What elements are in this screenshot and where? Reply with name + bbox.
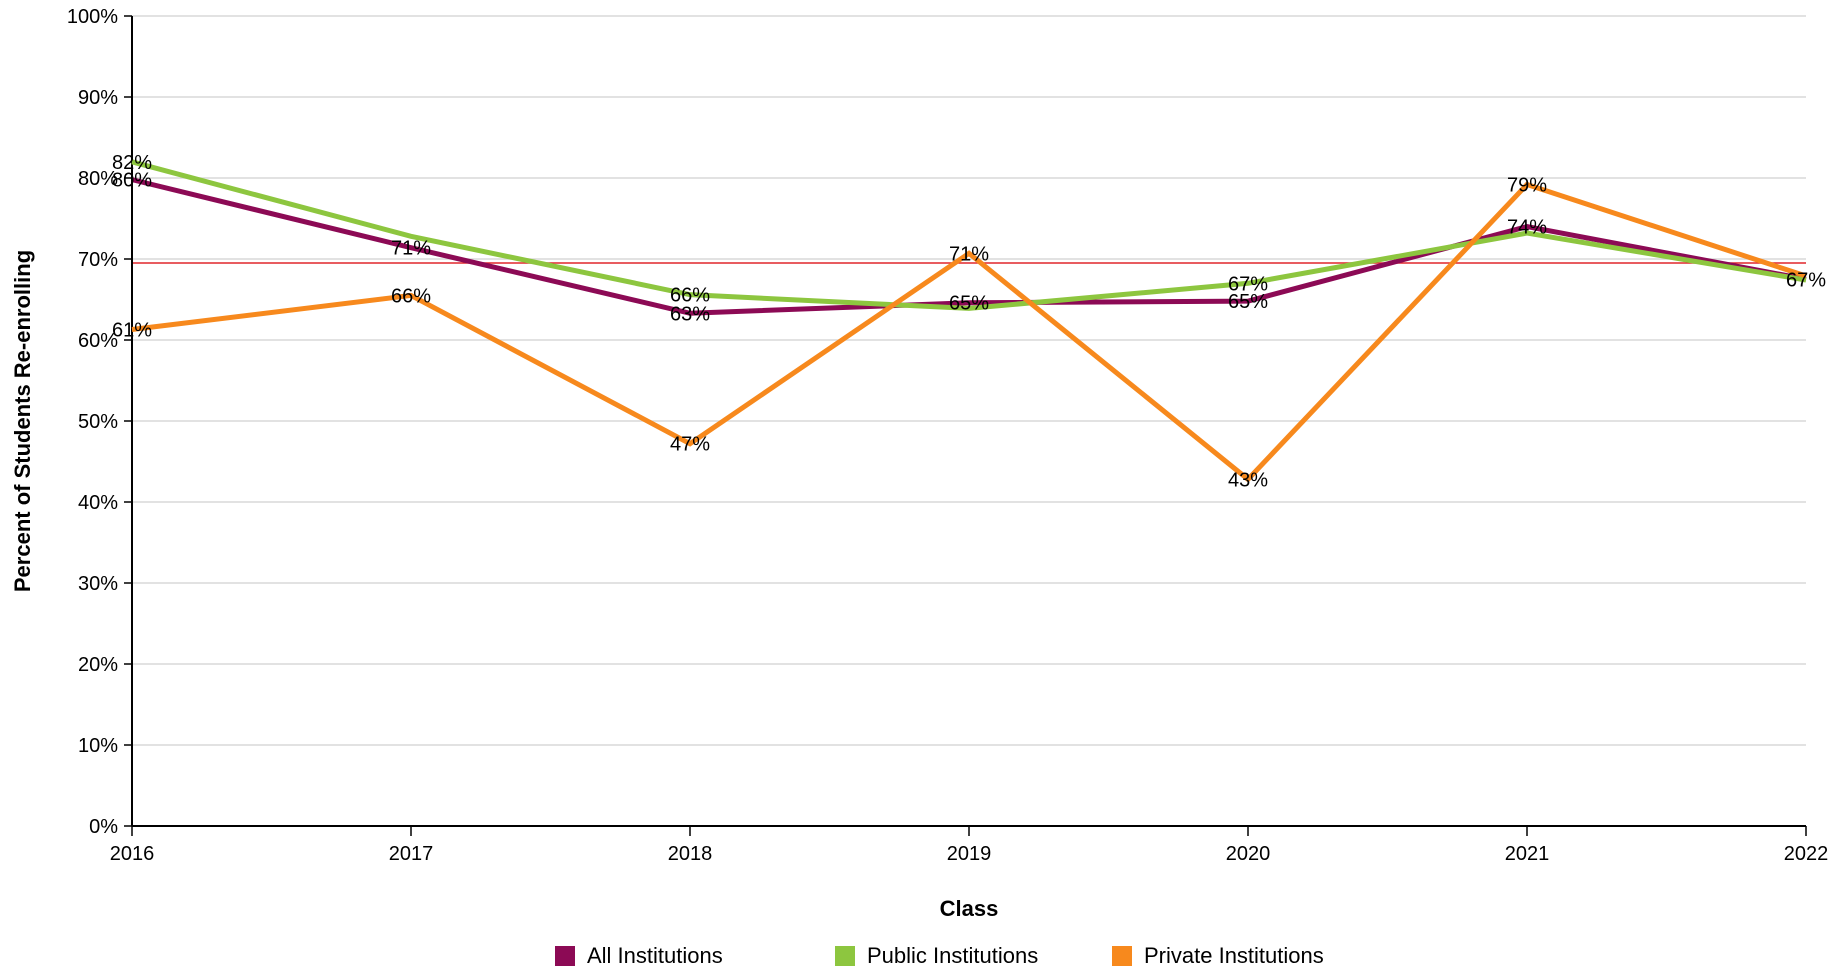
data-label: 67%: [1786, 269, 1826, 291]
data-label: 82%: [112, 152, 152, 174]
data-label: 65%: [949, 293, 989, 315]
data-label: 47%: [670, 434, 710, 456]
x-tick-label: 2020: [1226, 843, 1271, 865]
x-tick-label: 2019: [947, 843, 992, 865]
series-line-1: [131, 159, 1807, 311]
legend-label: All Institutions: [587, 943, 723, 968]
series-line-0: [131, 177, 1807, 316]
x-tick-label: 2021: [1505, 843, 1550, 865]
series-line-2: [131, 181, 1807, 483]
y-tick-label: 40%: [78, 492, 118, 514]
y-tick-label: 0%: [89, 816, 118, 838]
y-tick-label: 20%: [78, 654, 118, 676]
y-tick-label: 30%: [78, 573, 118, 595]
data-label: 80%: [112, 170, 152, 192]
legend-swatch: [835, 946, 855, 966]
axes: 0% 10% 20% 30% 40% 50% 60% 70% 80% 90% 100% 2016 201…: [67, 6, 1828, 865]
legend-label: Public Institutions: [867, 943, 1038, 968]
data-label: 43%: [1228, 469, 1268, 491]
data-label: 79%: [1507, 174, 1547, 196]
data-label: 67%: [1228, 273, 1268, 295]
data-label: 71%: [391, 238, 431, 260]
legend-swatch: [1112, 946, 1132, 966]
data-label: 65%: [1228, 291, 1268, 313]
data-label: 63%: [670, 303, 710, 325]
gridlines: [132, 15, 1806, 746]
data-label: 74%: [1507, 217, 1547, 239]
x-tick-label: 2016: [110, 843, 155, 865]
y-tick-label: 100%: [67, 6, 118, 28]
data-label: 71%: [949, 243, 989, 265]
x-tick-label: 2017: [389, 843, 434, 865]
series-lines: [131, 159, 1807, 483]
y-axis-title: Percent of Students Re-enrolling: [10, 250, 35, 592]
data-label: 66%: [670, 285, 710, 307]
y-tick-label: 10%: [78, 735, 118, 757]
y-tick-label: 60%: [78, 330, 118, 352]
y-tick-label: 50%: [78, 411, 118, 433]
legend-label: Private Institutions: [1144, 943, 1324, 968]
x-tick-label: 2022: [1784, 843, 1829, 865]
y-tick-label: 90%: [78, 87, 118, 109]
x-tick-label: 2018: [668, 843, 713, 865]
data-label: 66%: [391, 285, 431, 307]
legend: All Institutions Public Institutions Priva…: [555, 943, 1324, 968]
y-tick-label: 70%: [78, 249, 118, 271]
y-tick-label: 80%: [78, 168, 118, 190]
data-labels: 80% 71% 63% 65% 65% 74% 67% 82% 66% 67% 61% 66% 47% 7…: [112, 152, 1826, 492]
x-axis-title: Class: [940, 896, 999, 921]
legend-swatch: [555, 946, 575, 966]
data-label: 61%: [112, 319, 152, 341]
